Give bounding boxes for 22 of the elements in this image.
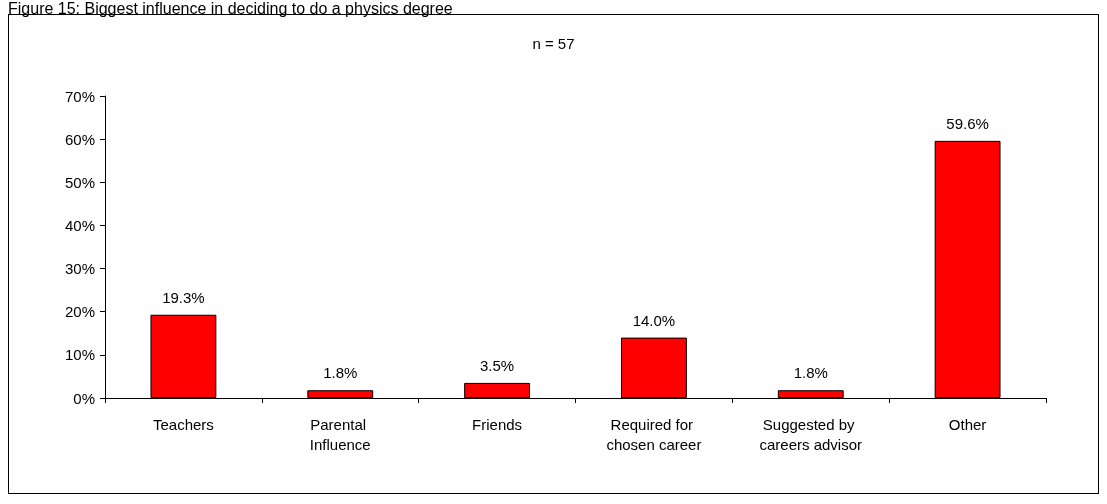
data-label: 14.0% (632, 311, 676, 329)
x-tick-label: Required for chosen career (606, 415, 702, 453)
y-tick-label: 60% (64, 130, 95, 148)
x-tick-label: Teachers (152, 415, 214, 433)
data-label: 59.6% (946, 114, 989, 132)
x-tick-label: Other (948, 415, 987, 433)
y-tick-label: 30% (64, 260, 95, 278)
data-label: 3.5% (479, 356, 515, 374)
data-label: 19.3% (162, 288, 205, 306)
y-tick-label: 40% (64, 216, 95, 234)
y-tick-label: 0% (73, 389, 95, 407)
y-tick-label: 20% (64, 303, 95, 321)
y-tick-label: 70% (64, 87, 95, 105)
chart-subtitle: n = 57 (532, 35, 575, 52)
y-tick-label: 50% (64, 173, 95, 191)
data-label: 1.8% (793, 364, 828, 382)
x-tick-label: Parental Influence (309, 415, 371, 453)
y-tick-label: 10% (64, 346, 95, 364)
chart-title: Figure 15: Biggest influence in deciding to do a physics degree (8, 0, 454, 17)
x-tick-label: Friends (472, 415, 523, 433)
data-label: 1.8% (323, 364, 358, 382)
x-tick-label: Suggested by careers advisor (759, 415, 863, 453)
